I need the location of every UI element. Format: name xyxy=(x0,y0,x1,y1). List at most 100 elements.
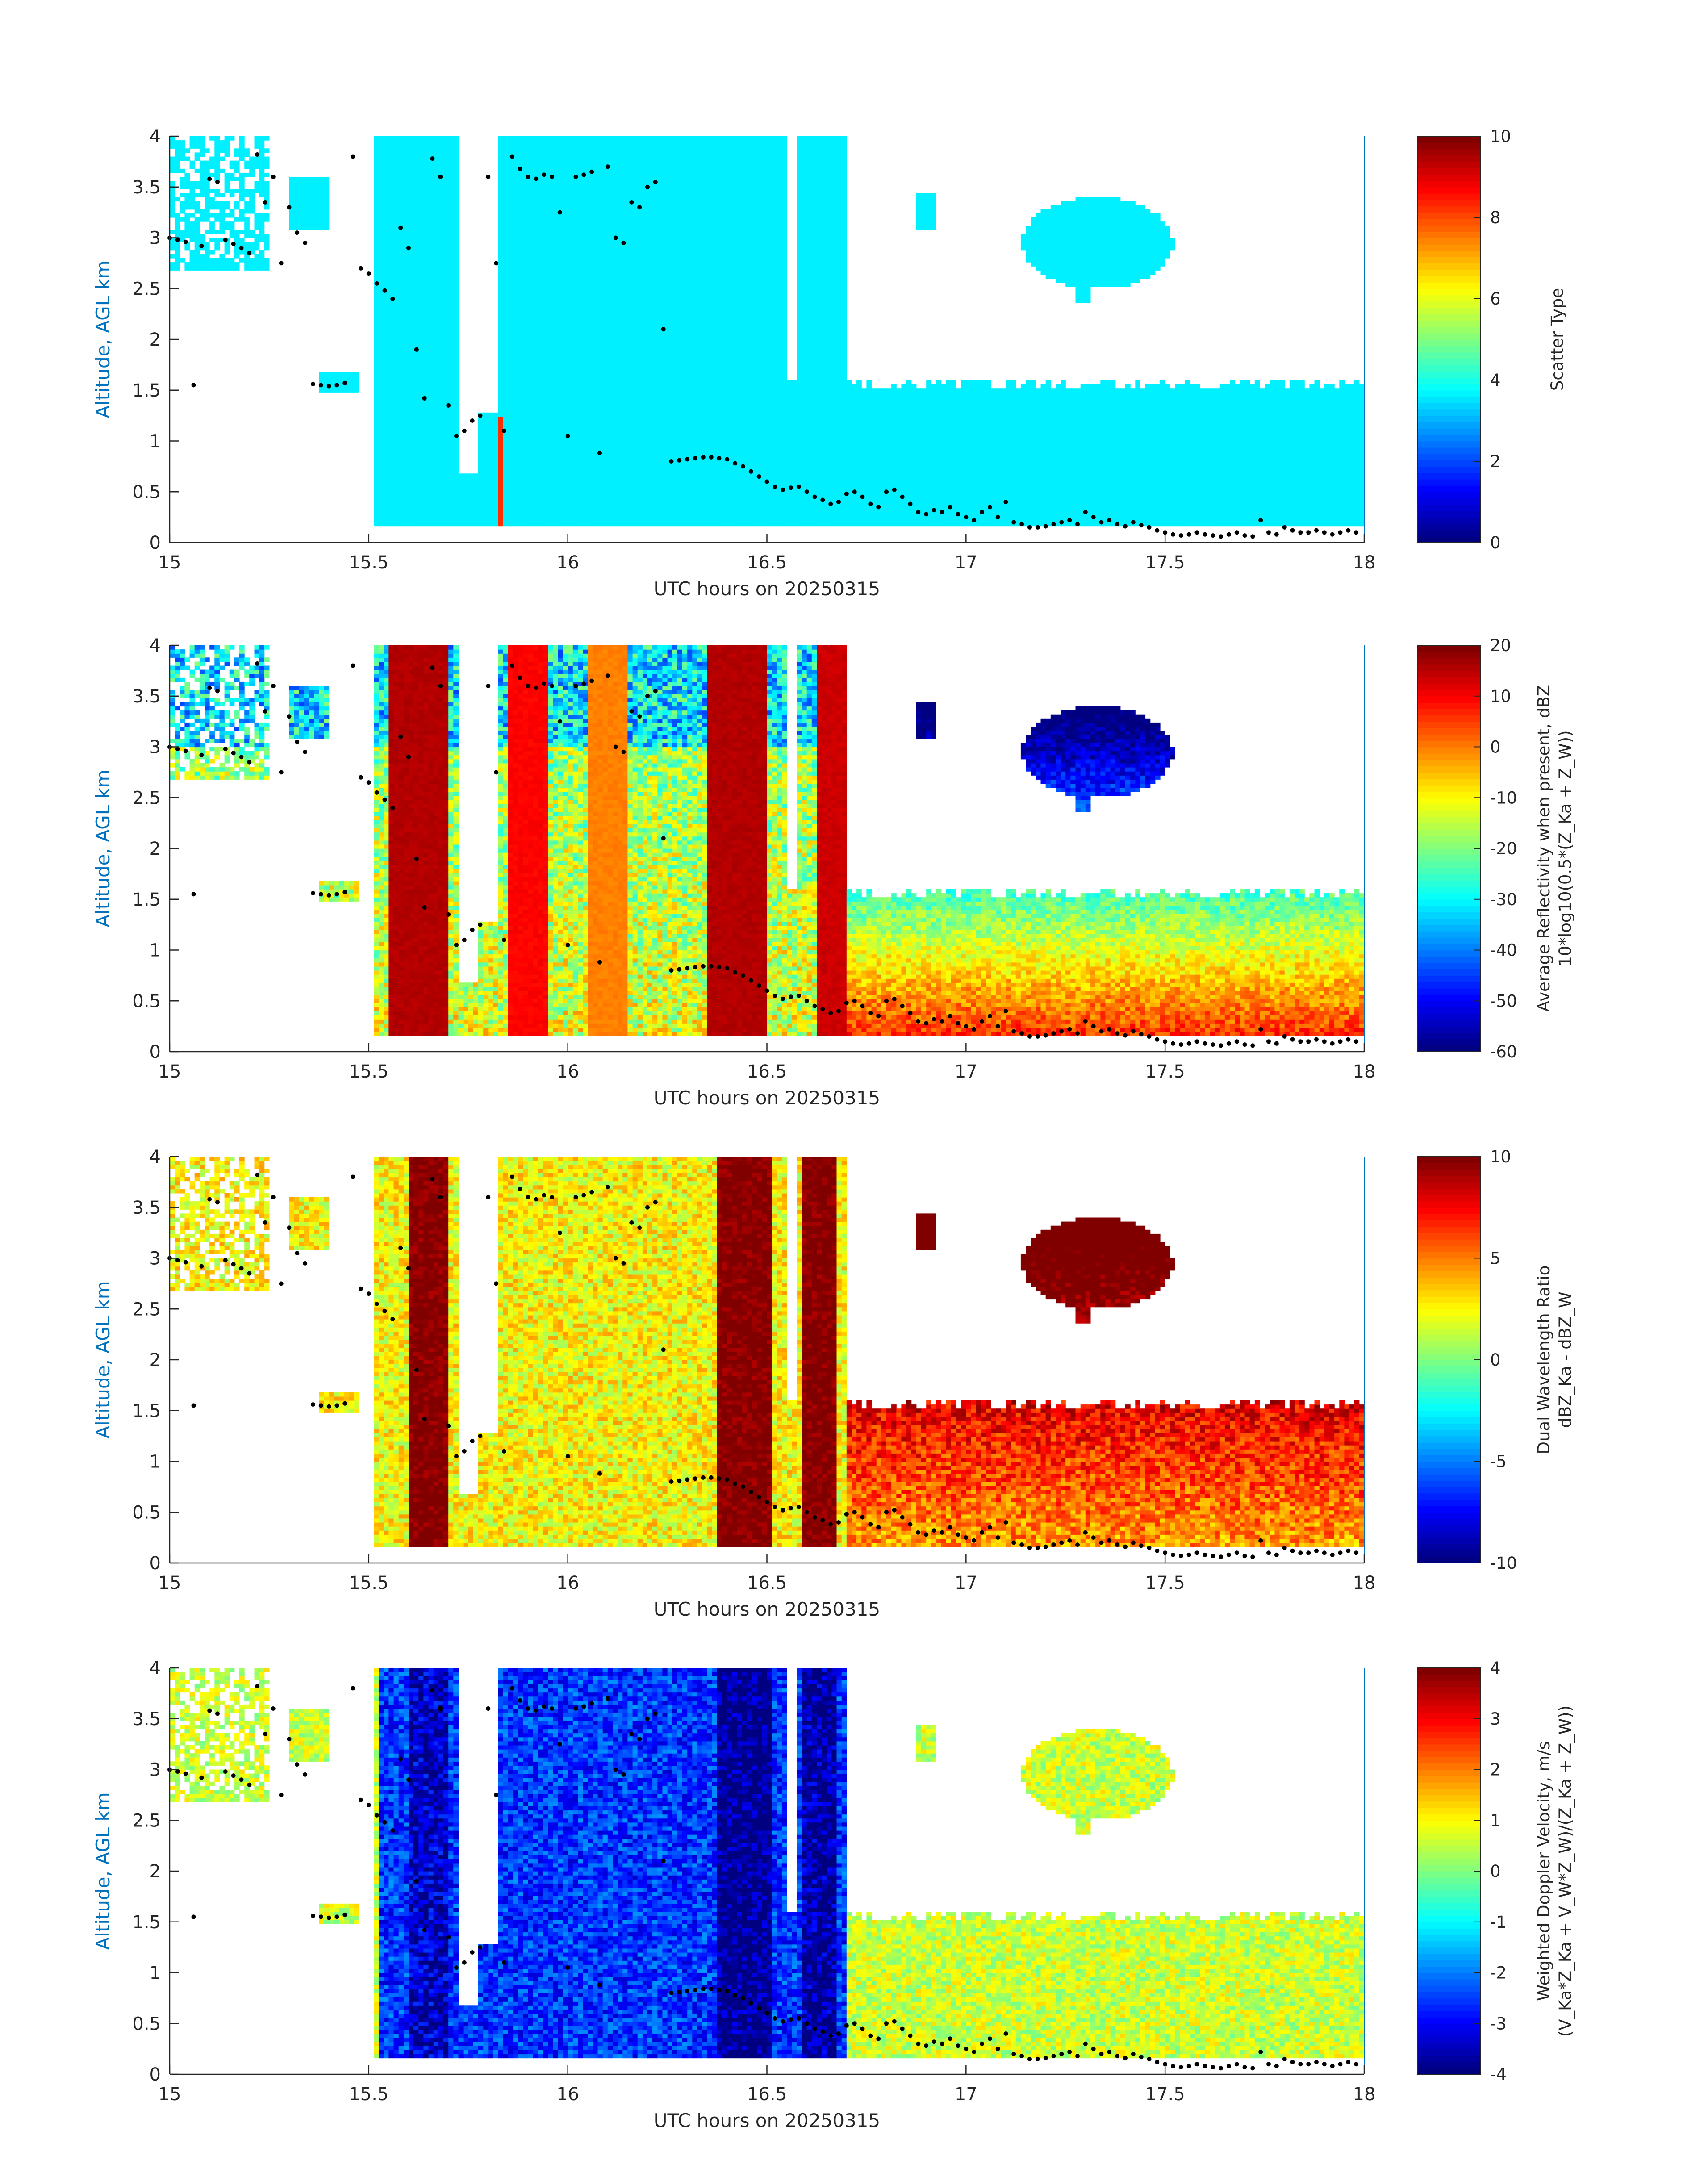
heatmap-cell xyxy=(543,510,548,514)
heatmap-cell xyxy=(573,429,578,433)
heatmap-cell xyxy=(553,185,558,189)
heatmap-cell xyxy=(409,323,414,328)
heatmap-cell xyxy=(200,152,205,157)
heatmap-cell xyxy=(538,482,543,486)
heatmap-cell xyxy=(498,461,504,466)
heatmap-cell xyxy=(553,221,558,226)
heatmap-cell xyxy=(205,242,210,247)
heatmap-cell xyxy=(404,482,409,486)
heatmap-cell xyxy=(578,372,583,376)
heatmap-cell xyxy=(518,502,523,506)
heatmap-cell xyxy=(553,144,558,149)
heatmap-cell xyxy=(633,401,638,405)
heatmap-cell xyxy=(404,347,409,352)
heatmap-cell xyxy=(558,217,563,222)
heatmap-cell xyxy=(603,461,608,466)
heatmap-cell xyxy=(568,144,573,149)
heatmap-cell xyxy=(513,181,518,185)
heatmap-cell xyxy=(548,185,553,189)
heatmap-cell xyxy=(374,299,379,303)
heatmap-cell xyxy=(508,413,514,417)
heatmap-cell xyxy=(423,522,429,527)
heatmap-cell xyxy=(618,364,623,368)
heatmap-cell xyxy=(429,181,434,185)
heatmap-cell xyxy=(523,469,528,474)
heatmap-cell xyxy=(255,144,260,149)
heatmap-cell xyxy=(593,351,598,356)
heatmap-cell xyxy=(498,270,504,275)
heatmap-cell xyxy=(563,522,568,527)
heatmap-cell xyxy=(593,136,598,141)
heatmap-cell xyxy=(608,409,613,413)
heatmap-cell xyxy=(508,181,514,185)
heatmap-cell xyxy=(493,417,499,421)
heatmap-cell xyxy=(443,449,449,454)
heatmap-cell xyxy=(603,254,608,259)
heatmap-cell xyxy=(518,161,523,165)
heatmap-cell xyxy=(434,262,439,267)
heatmap-cell xyxy=(627,226,633,230)
heatmap-cell xyxy=(249,205,255,210)
heatmap-cell xyxy=(384,351,389,356)
heatmap-cell xyxy=(438,413,444,417)
heatmap-cell xyxy=(627,461,633,466)
heatmap-cell xyxy=(388,335,394,340)
heatmap-cell xyxy=(498,319,504,324)
heatmap-cell xyxy=(418,242,424,247)
heatmap-cell xyxy=(633,417,638,421)
heatmap-cell xyxy=(608,396,613,401)
heatmap-cell xyxy=(588,360,593,364)
heatmap-cell xyxy=(613,279,618,283)
heatmap-cell xyxy=(533,181,539,185)
heatmap-cell xyxy=(205,262,210,267)
heatmap-cell xyxy=(413,506,419,510)
heatmap-cell xyxy=(627,217,633,222)
heatmap-cell xyxy=(518,469,523,474)
heatmap-cell xyxy=(418,279,424,283)
heatmap-cell xyxy=(388,266,394,271)
heatmap-cell xyxy=(548,351,553,356)
heatmap-cell xyxy=(498,388,504,393)
heatmap-cell xyxy=(523,319,528,324)
heatmap-cell xyxy=(195,230,200,234)
heatmap-cell xyxy=(523,307,528,311)
heatmap-cell xyxy=(518,242,523,247)
heatmap-cell xyxy=(209,250,215,255)
heatmap-cell xyxy=(608,453,613,458)
heatmap-cell xyxy=(434,250,439,255)
heatmap-cell xyxy=(418,230,424,234)
heatmap-cell xyxy=(304,213,309,218)
heatmap-cell xyxy=(418,307,424,311)
heatmap-cell xyxy=(533,490,539,494)
heatmap-cell xyxy=(568,380,573,384)
heatmap-cell xyxy=(553,157,558,161)
heatmap-cell xyxy=(563,274,568,279)
heatmap-cell xyxy=(423,181,429,185)
heatmap-cell xyxy=(478,461,484,466)
heatmap-cell xyxy=(443,181,449,185)
heatmap-cell xyxy=(184,217,190,222)
heatmap-cell xyxy=(418,189,424,193)
heatmap-cell xyxy=(443,161,449,165)
heatmap-cell xyxy=(404,469,409,474)
heatmap-cell xyxy=(528,351,534,356)
heatmap-cell xyxy=(344,376,349,380)
heatmap-cell xyxy=(214,262,220,267)
heatmap-cell xyxy=(513,351,518,356)
heatmap-cell xyxy=(553,392,558,397)
heatmap-cell xyxy=(538,140,543,145)
heatmap-cell xyxy=(588,144,593,149)
heatmap-cell xyxy=(528,335,534,340)
heatmap-cell xyxy=(548,213,553,218)
heatmap-cell xyxy=(627,295,633,299)
heatmap-cell xyxy=(593,477,598,482)
heatmap-cell xyxy=(394,327,399,332)
heatmap-cell xyxy=(593,486,598,490)
heatmap-cell xyxy=(598,262,603,267)
heatmap-cell xyxy=(583,327,588,332)
heatmap-cell xyxy=(608,351,613,356)
heatmap-cell xyxy=(493,465,499,470)
heatmap-cell xyxy=(538,161,543,165)
heatmap-cell xyxy=(438,319,444,324)
heatmap-cell xyxy=(598,376,603,380)
